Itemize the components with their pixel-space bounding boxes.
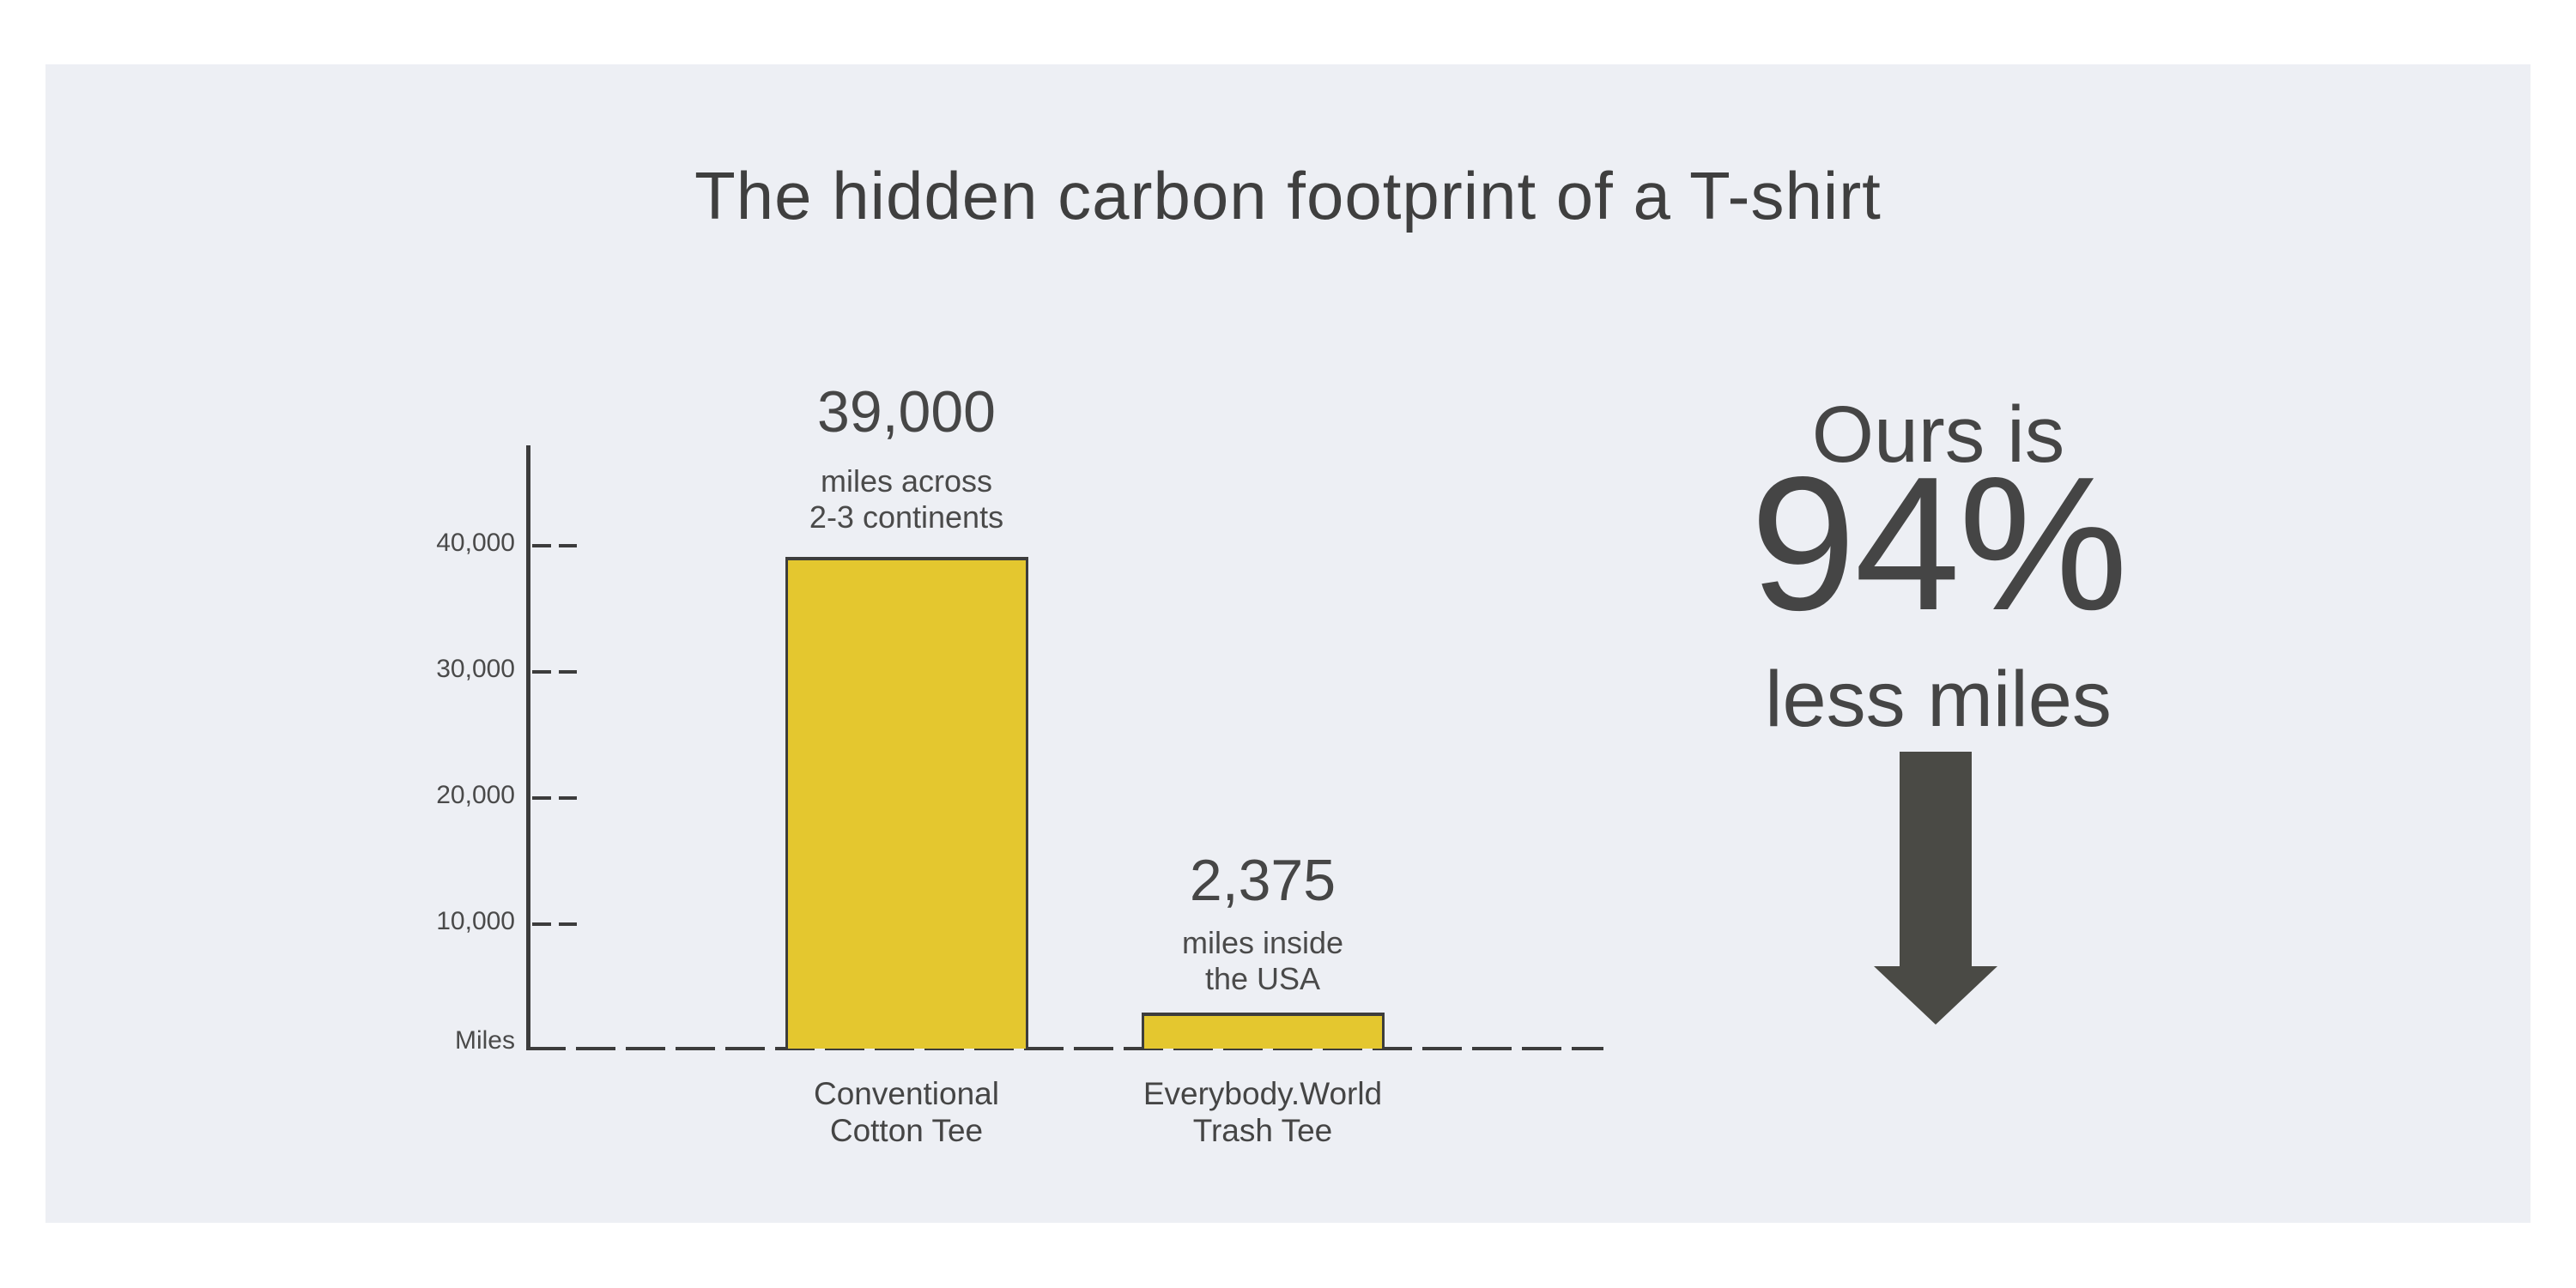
down-arrow-shaft xyxy=(1900,752,1972,966)
y-tick-label-40000: 40,000 xyxy=(436,529,515,557)
callout-line-1: Ours is xyxy=(1811,390,2065,479)
y-tick-30000 xyxy=(532,670,577,674)
y-tick-10000 xyxy=(532,922,577,926)
category-label-trash-tee: Everybody.World Trash Tee xyxy=(1143,1076,1383,1148)
x-axis-line xyxy=(526,1047,1603,1050)
y-axis-unit-label: Miles xyxy=(454,1026,515,1055)
bar-value-note: miles across 2-3 continents xyxy=(809,463,1004,535)
bar-value-label: 2,375 xyxy=(1189,848,1336,913)
y-tick-label-20000: 20,000 xyxy=(436,781,515,809)
y-axis-line xyxy=(526,445,530,1050)
y-tick-40000 xyxy=(532,544,577,547)
category-label-conventional: Conventional Cotton Tee xyxy=(814,1076,999,1148)
y-tick-label-30000: 30,000 xyxy=(436,655,515,683)
bar-value-note: miles inside the USA xyxy=(1181,925,1344,997)
bar-everybody-world-trash-tee xyxy=(1142,1013,1385,1049)
y-tick-20000 xyxy=(532,796,577,800)
bar-value-label: 39,000 xyxy=(817,379,996,444)
page-title: The hidden carbon footprint of a T-shirt xyxy=(694,158,1882,233)
bar-conventional-cotton-tee xyxy=(785,557,1028,1049)
down-arrow-head xyxy=(1874,966,1997,1025)
y-tick-label-10000: 10,000 xyxy=(436,907,515,935)
callout-line-3: less miles xyxy=(1765,656,2112,743)
callout-percentage: 94% xyxy=(1749,438,2128,650)
